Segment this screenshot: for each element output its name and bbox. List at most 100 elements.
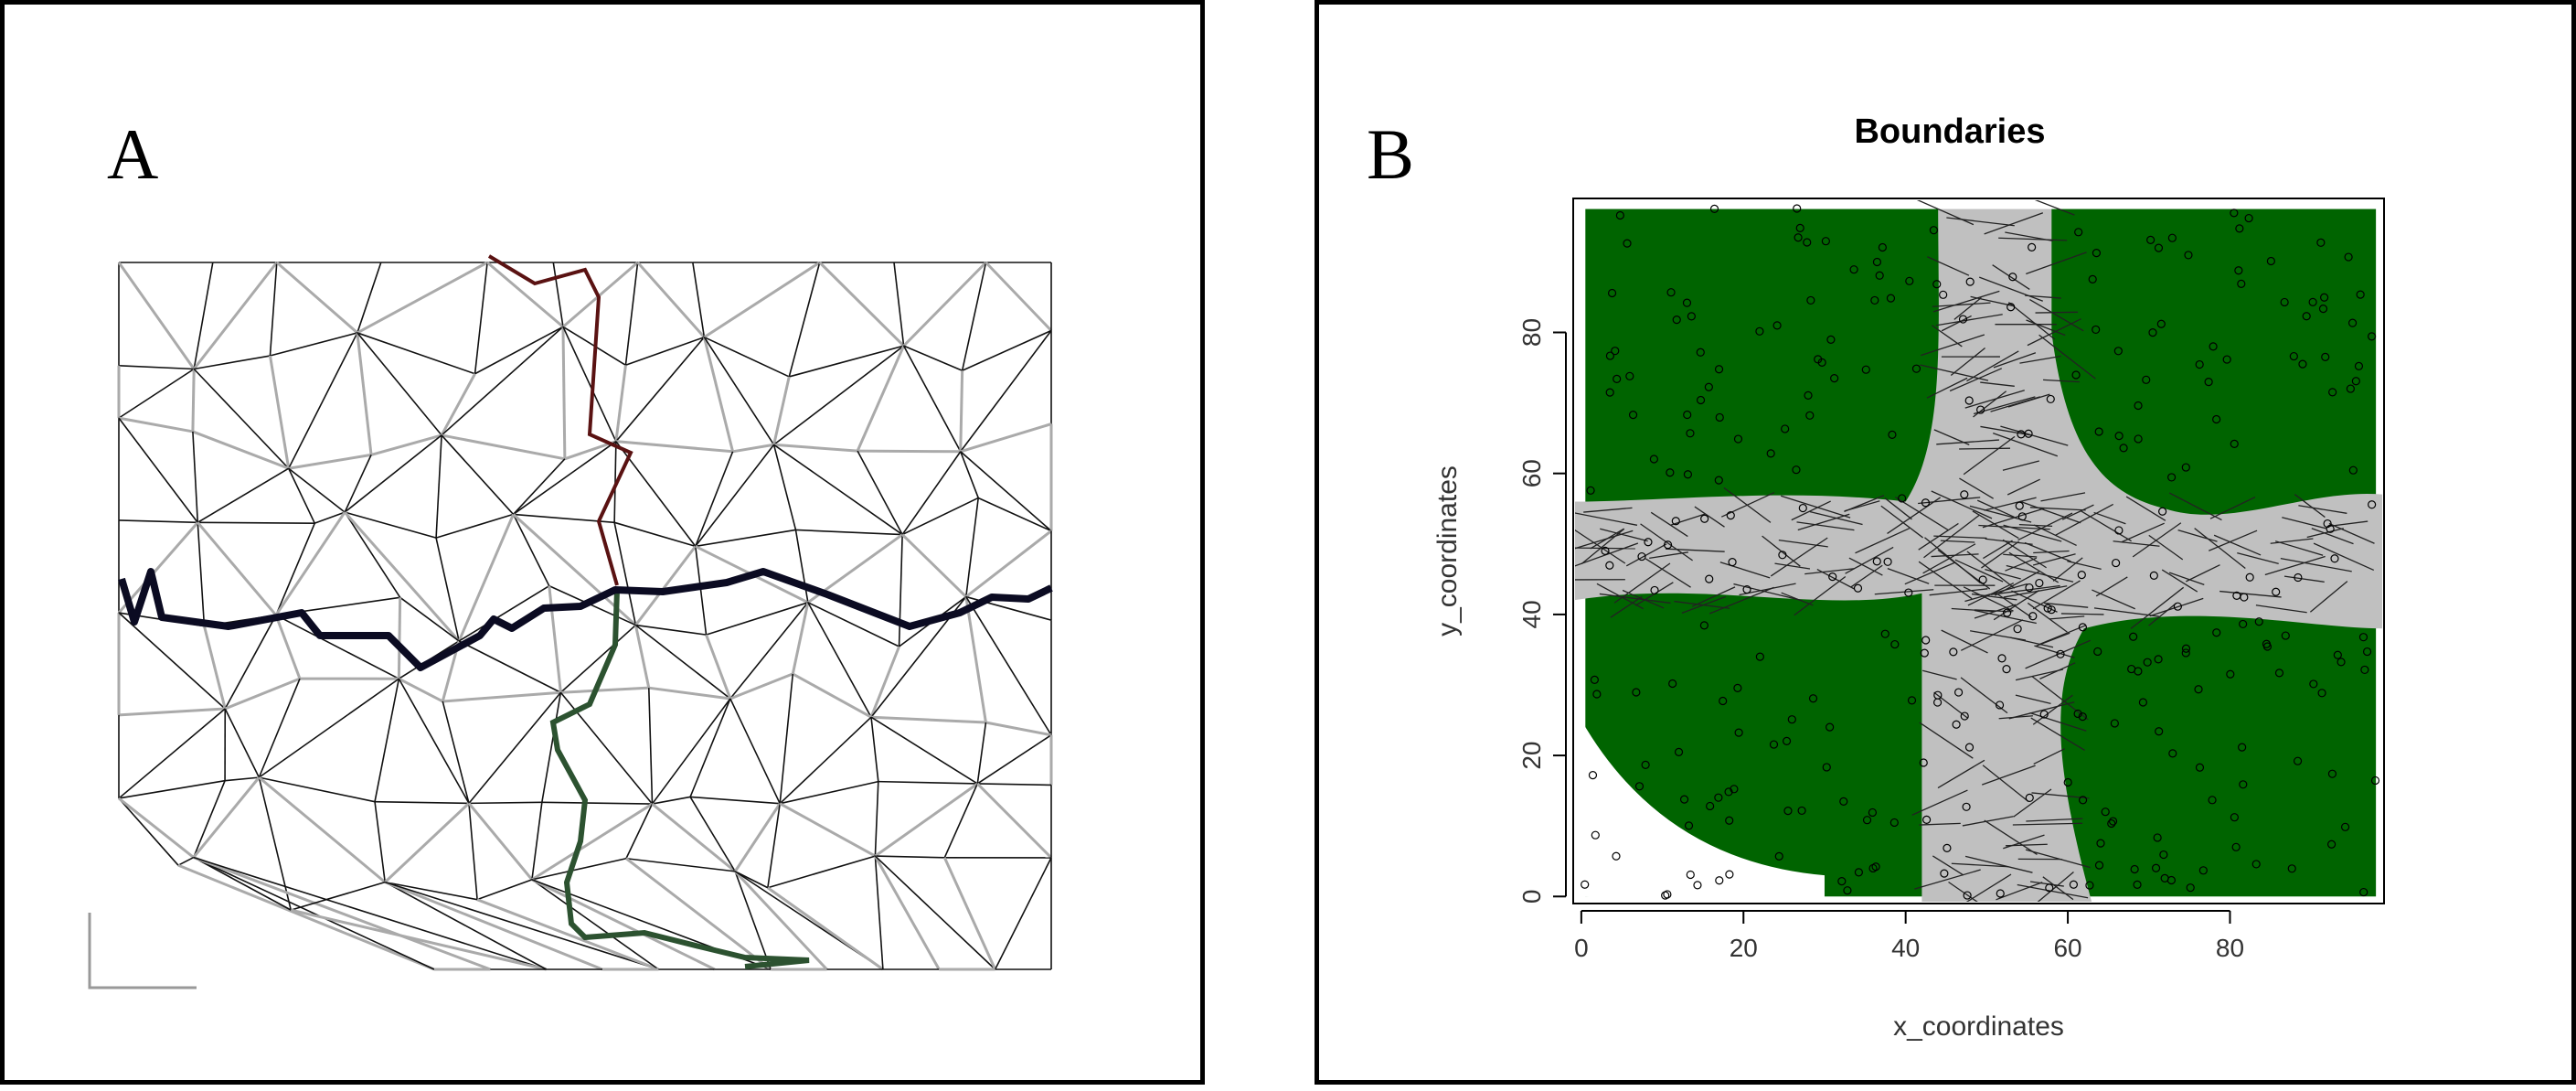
sample-point — [2092, 325, 2101, 335]
vector-stroke — [2030, 717, 2085, 751]
sample-point — [1650, 585, 1659, 595]
sample-point — [2181, 463, 2190, 472]
mesh-edge — [695, 444, 775, 547]
mesh-edge — [344, 455, 372, 513]
sample-point — [2071, 370, 2081, 380]
sample-point — [1682, 298, 1692, 307]
sample-point — [2056, 649, 2065, 658]
vector-stroke — [1978, 276, 2043, 302]
sample-point — [1700, 514, 1709, 523]
sample-point — [1921, 498, 1931, 508]
sample-point — [1798, 503, 1807, 513]
sample-point — [1870, 295, 1879, 305]
sample-point — [2094, 427, 2103, 436]
vector-stroke — [1993, 352, 2037, 369]
mesh-edge — [442, 690, 561, 703]
sample-point — [1862, 816, 1872, 825]
sample-point — [1668, 679, 1677, 689]
mesh-edge — [288, 467, 316, 524]
mesh-edge — [634, 545, 697, 626]
vector-stroke — [1937, 549, 1991, 590]
sample-point — [2238, 743, 2247, 752]
vector-stroke — [1774, 562, 1811, 570]
sample-point — [2262, 642, 2273, 651]
sample-point — [2351, 377, 2360, 386]
mesh-edge — [224, 615, 277, 710]
sample-point — [2007, 303, 2016, 312]
mesh-edge — [903, 345, 963, 371]
vector-stroke — [2113, 540, 2160, 547]
mesh-edge — [344, 511, 401, 598]
mesh-edge — [648, 686, 731, 701]
mesh-edge — [875, 855, 945, 859]
vector-stroke — [2034, 200, 2075, 216]
vector-stroke — [2025, 849, 2091, 869]
mesh-edge — [384, 802, 470, 883]
sample-point — [1794, 233, 1803, 242]
vector-stroke — [1920, 364, 1989, 381]
vector-stroke — [2029, 298, 2084, 332]
sample-point — [2293, 756, 2303, 765]
vector-stroke — [2007, 302, 2056, 340]
vector-stroke — [2037, 871, 2074, 902]
mesh-edge — [275, 522, 316, 616]
mesh-edge — [625, 857, 736, 872]
vector-stroke — [2055, 503, 2114, 536]
mesh-edge — [702, 337, 735, 453]
mesh-edge — [780, 780, 878, 805]
vector-stroke — [1918, 561, 1973, 600]
vector-stroke — [2026, 818, 2083, 822]
mesh-edge — [288, 332, 358, 469]
sample-point — [2208, 796, 2217, 805]
sample-point — [1996, 889, 2005, 898]
mesh-edge — [695, 451, 734, 547]
vector-stroke — [2080, 509, 2132, 542]
sample-point — [1995, 701, 2005, 710]
mesh-edge — [962, 329, 1052, 371]
vector-stroke — [1794, 575, 1847, 616]
mesh-edge — [561, 326, 567, 459]
vector-stroke — [1946, 217, 2015, 227]
mesh-edge — [977, 497, 1052, 532]
vector-stroke — [2121, 522, 2165, 543]
mesh-edge — [193, 856, 435, 970]
vector-stroke — [1796, 521, 1855, 531]
vector-stroke — [1850, 564, 1883, 588]
vector-stroke — [1932, 855, 1964, 876]
sample-point — [1792, 465, 1801, 475]
sample-point — [1725, 870, 1734, 879]
vector-stroke — [2067, 560, 2102, 571]
mesh-edge — [689, 797, 736, 872]
vector-stroke — [1932, 325, 1963, 348]
sample-point — [2239, 619, 2248, 629]
sample-point — [2008, 273, 2017, 282]
vector-stroke — [1996, 882, 2043, 901]
mesh-edge — [767, 886, 884, 971]
vector-stroke — [1974, 609, 2037, 625]
sample-point — [1890, 639, 1900, 649]
mesh-edge — [635, 624, 707, 636]
sample-point — [1615, 210, 1624, 220]
mesh-edge — [357, 262, 382, 334]
vector-stroke — [1919, 722, 1974, 759]
vector-stroke — [2311, 528, 2354, 545]
mesh-edge — [789, 345, 904, 378]
vector-stroke — [1954, 559, 2004, 583]
vector-stroke — [1959, 477, 1994, 499]
mesh-edge — [818, 261, 905, 348]
mesh-edge — [733, 802, 782, 872]
sample-point — [2234, 266, 2243, 275]
vector-stroke — [2313, 542, 2375, 572]
mesh-edge — [192, 776, 261, 859]
mesh-edge — [374, 801, 386, 882]
vector-stroke — [2280, 557, 2352, 572]
vector-stroke — [1581, 528, 1625, 565]
sample-point — [1705, 574, 1714, 583]
mesh-edge — [468, 691, 562, 804]
sample-point — [1861, 365, 1870, 374]
sample-point — [1793, 204, 1802, 213]
sample-point — [2119, 444, 2128, 453]
mesh-edge — [772, 444, 797, 530]
mesh-edge — [193, 368, 290, 469]
sample-point — [2245, 572, 2254, 582]
